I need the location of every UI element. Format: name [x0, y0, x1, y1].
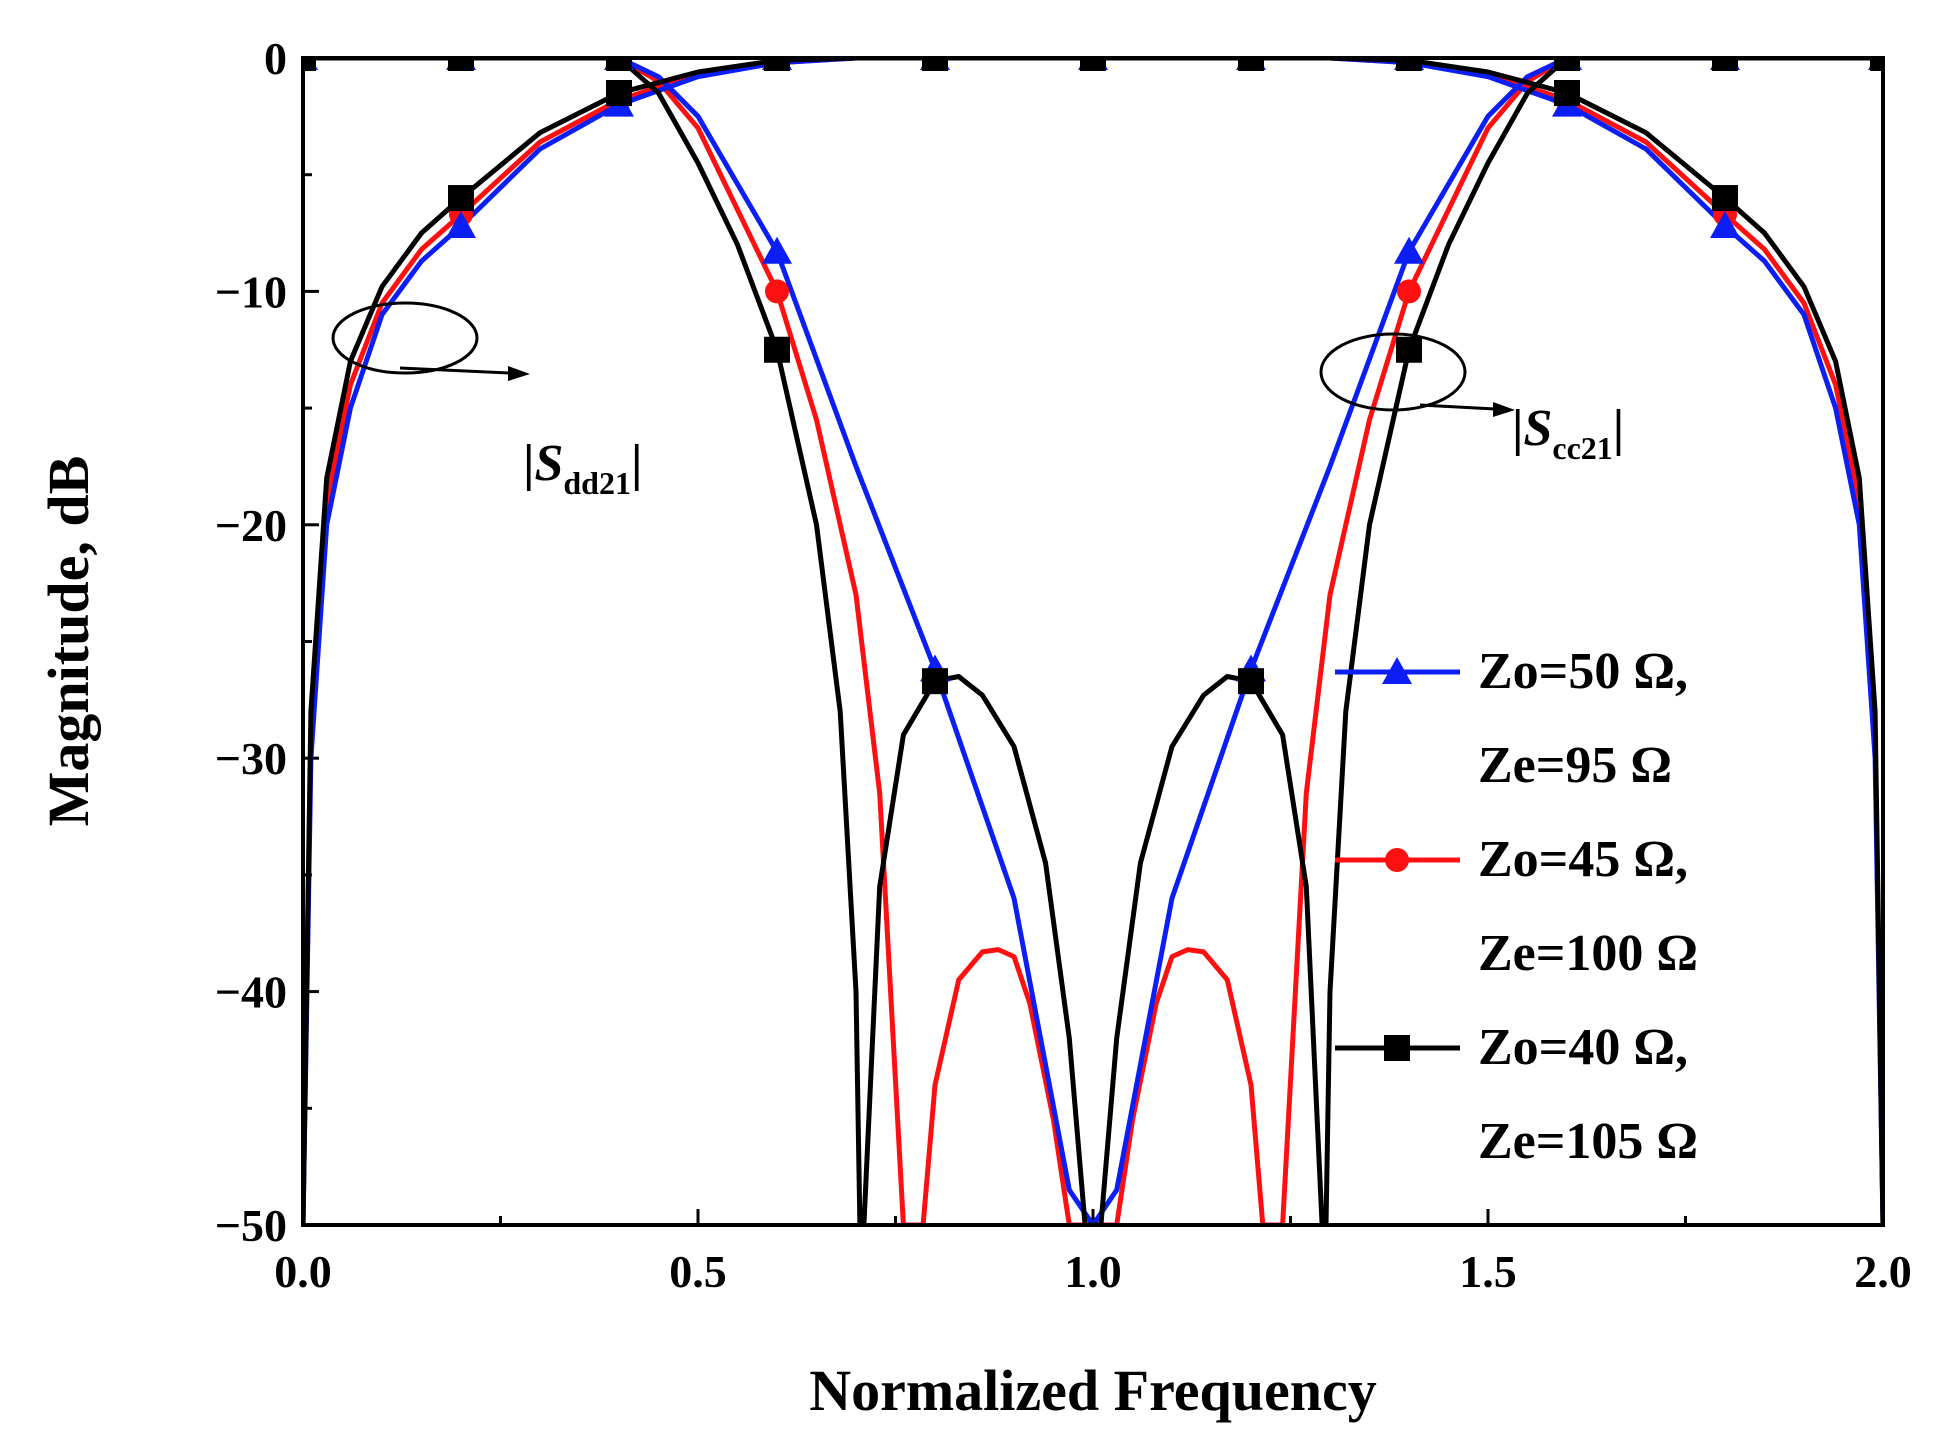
legend-marker-2 — [1384, 1035, 1410, 1061]
series-2-marker — [1712, 58, 1738, 71]
series-0-marker — [446, 211, 476, 239]
series-0-marker — [762, 236, 792, 264]
series-2-marker — [1238, 668, 1264, 695]
series-2-marker — [448, 58, 474, 71]
annotation-scc21: |Scc21| — [1319, 332, 1624, 466]
legend-marker-0 — [1382, 657, 1412, 684]
series-1-dd21-line — [303, 58, 1883, 1225]
legend: Zo=50 Ω, Ze=95 Ω Zo=45 Ω, Ze=100 Ω Zo=40 Ω, Z… — [1335, 643, 1698, 1170]
annotation-arrow-line-dd21 — [399, 366, 511, 375]
series-2-marker — [1396, 336, 1422, 363]
x-tick-label: 0.5 — [669, 1246, 727, 1297]
annotation-label-cc21: |Scc21| — [1512, 400, 1624, 466]
series-2-marker — [1554, 80, 1580, 107]
series-2-marker — [922, 668, 948, 695]
annotation-ellipse-cc21 — [1319, 332, 1467, 412]
annotation-subscript-dd21: dd21 — [563, 465, 631, 501]
y-tick-label: −40 — [215, 967, 287, 1018]
legend-label-2-0: Zo=40 Ω, — [1478, 1019, 1688, 1076]
series-1-marker — [1397, 279, 1421, 304]
series-2-marker — [764, 58, 790, 71]
annotation-suffix-dd21: | — [631, 435, 642, 492]
series-0-dd21-line — [303, 58, 1883, 1225]
series-2-marker — [1080, 58, 1106, 71]
series-2-marker — [922, 58, 948, 71]
x-tick-label: 1.0 — [1064, 1246, 1122, 1297]
x-axis-title: Normalized Frequency — [809, 1358, 1377, 1423]
legend-label-2-1: Ze=105 Ω — [1478, 1113, 1698, 1170]
annotation-arrowhead-cc21 — [1493, 402, 1515, 417]
series-2-marker — [1396, 58, 1422, 71]
series-2-marker — [606, 80, 632, 107]
y-axis-title: Magnitude, dB — [36, 456, 101, 827]
series-0-cc21-line — [303, 58, 1883, 1225]
annotation-suffix-cc21: | — [1613, 400, 1624, 457]
series-0-marker — [1394, 236, 1424, 264]
y-tick-label: −50 — [215, 1200, 287, 1251]
series-1-marker — [765, 279, 789, 304]
annotation-prefix-dd21: | — [523, 435, 534, 492]
series-0-marker — [1710, 211, 1740, 239]
annotation-prefix-cc21: | — [1512, 400, 1523, 457]
legend-label-1-1: Ze=100 Ω — [1478, 925, 1698, 982]
series-2-marker — [1554, 58, 1580, 71]
series-2-dd21-line — [303, 58, 1883, 1225]
series-2-marker — [448, 185, 474, 212]
series-2-marker — [606, 58, 632, 71]
series-2-marker — [1238, 58, 1264, 71]
series-2-marker — [303, 58, 316, 71]
annotation-sdd21: |Sdd21| — [331, 301, 642, 501]
annotation-symbol-dd21: S — [534, 435, 563, 492]
legend-label-0-0: Zo=50 Ω, — [1478, 643, 1688, 700]
y-tick-label: −30 — [215, 733, 287, 784]
annotation-arrow-line-cc21 — [1419, 403, 1496, 411]
series-2-marker — [1712, 185, 1738, 212]
x-tick-label: 2.0 — [1854, 1246, 1912, 1297]
x-tick-label: 1.5 — [1459, 1246, 1517, 1297]
legend-label-1-0: Zo=45 Ω, — [1478, 831, 1688, 888]
x-axis-ticks: 0.0 0.5 1.0 1.5 2.0 — [274, 1209, 1912, 1297]
series-2-marker — [764, 336, 790, 363]
annotation-subscript-cc21: cc21 — [1552, 430, 1612, 466]
series-layer — [303, 58, 1883, 1225]
series-2-marker — [1870, 58, 1883, 71]
legend-label-0-1: Ze=95 Ω — [1478, 737, 1672, 794]
annotation-arrowhead-dd21 — [508, 366, 530, 381]
legend-marker-1 — [1385, 848, 1409, 872]
y-tick-label: −10 — [215, 266, 287, 317]
annotation-symbol-cc21: S — [1523, 400, 1552, 457]
annotation-ellipse-dd21 — [331, 301, 479, 375]
x-tick-label: 0.0 — [274, 1246, 332, 1297]
annotation-label-dd21: |Sdd21| — [523, 435, 642, 501]
plot-frame — [301, 56, 1885, 1227]
y-tick-label: 0 — [264, 33, 287, 84]
y-tick-label: −20 — [215, 500, 287, 551]
series-1-cc21-line — [303, 58, 1883, 1225]
series-2-cc21-line — [303, 58, 1883, 1225]
